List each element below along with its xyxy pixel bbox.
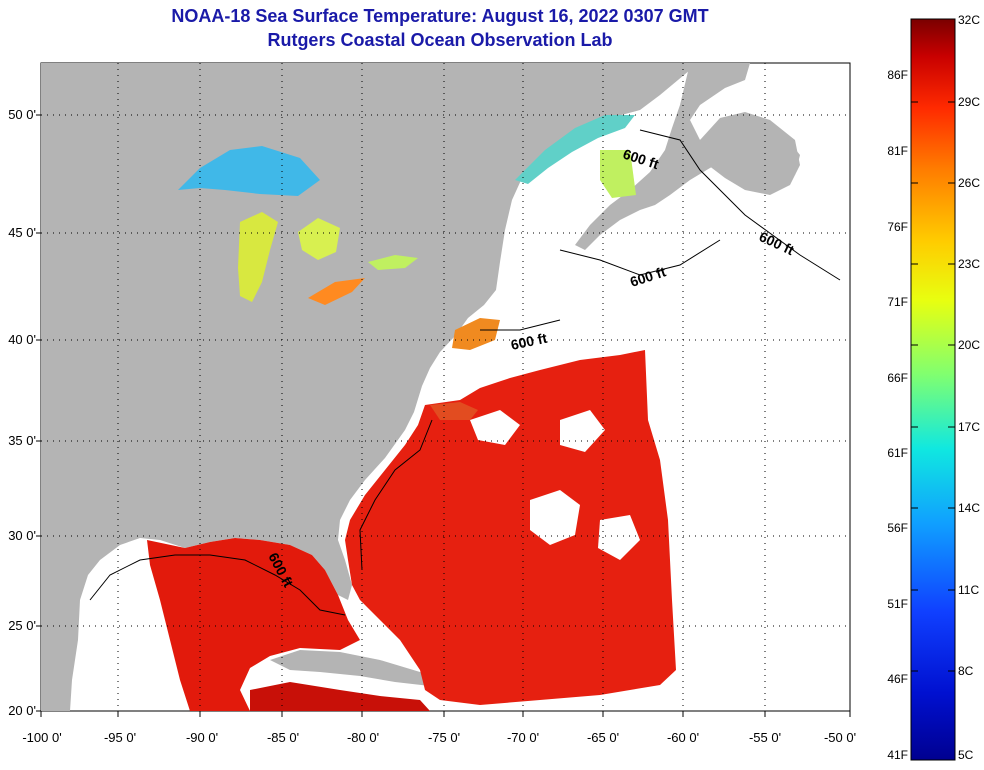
colorbar-c-32: 32C xyxy=(958,13,981,27)
colorbar-f-56: 56F xyxy=(887,521,908,535)
gulf-st-lawrence xyxy=(600,150,636,198)
x-label-70: -70 0' xyxy=(506,730,540,745)
x-label-65: -65 0' xyxy=(586,730,620,745)
colorbar-f-71: 71F xyxy=(887,295,908,309)
x-label-85: -85 0' xyxy=(266,730,300,745)
x-label-90: -90 0' xyxy=(185,730,219,745)
x-label-55: -55 0' xyxy=(748,730,782,745)
sst-gulf xyxy=(147,538,360,711)
y-label-20: 20 0' xyxy=(8,703,36,718)
colorbar-c-23: 23C xyxy=(958,257,981,271)
colorbar-f-66: 66F xyxy=(887,371,908,385)
colorbar-c-17: 17C xyxy=(958,420,981,434)
x-label-100: -100 0' xyxy=(22,730,62,745)
colorbar-c-29: 29C xyxy=(958,95,981,109)
colorbar-c-20: 20C xyxy=(958,338,981,352)
y-label-30: 30 0' xyxy=(8,528,36,543)
lake-ontario xyxy=(368,255,418,270)
y-label-35: 35 0' xyxy=(8,433,36,448)
lake-huron xyxy=(298,218,340,260)
x-label-80: -80 0' xyxy=(346,730,380,745)
x-label-95: -95 0' xyxy=(103,730,137,745)
cloud-patch-1 xyxy=(530,490,580,545)
land-cuba xyxy=(270,650,450,686)
cloud-patch-3 xyxy=(470,410,520,445)
land-maritimes xyxy=(575,63,800,250)
land-newfoundland xyxy=(700,112,800,195)
x-label-75: -75 0' xyxy=(427,730,461,745)
y-label-40: 40 0' xyxy=(8,332,36,347)
contour-600ft xyxy=(89,129,841,616)
colorbar-ticks xyxy=(911,101,955,672)
x-label-60: -60 0' xyxy=(666,730,700,745)
colorbar-c-5: 5C xyxy=(958,748,974,762)
sst-shelf-mid xyxy=(430,402,478,420)
sst-caribbean xyxy=(250,682,430,711)
colorbar-c-14: 14C xyxy=(958,501,981,515)
lake-michigan xyxy=(238,212,278,302)
y-label-45: 45 0' xyxy=(8,225,36,240)
y-label-25: 25 0' xyxy=(8,618,36,633)
st-lawrence xyxy=(515,115,635,184)
lake-erie xyxy=(308,278,365,305)
grid-lines xyxy=(41,63,850,711)
cloud-patch-2 xyxy=(598,515,640,560)
colorbar-f-61: 61F xyxy=(887,446,908,460)
colorbar-f-76: 76F xyxy=(887,220,908,234)
colorbar-f-46: 46F xyxy=(887,672,908,686)
lake-superior xyxy=(178,146,320,196)
y-label-50: 50 0' xyxy=(8,107,36,122)
map-title: NOAA-18 Sea Surface Temperature: August … xyxy=(171,6,709,26)
colorbar-f-86: 86F xyxy=(887,68,908,82)
sst-shelf-north xyxy=(452,318,500,350)
land-north-america xyxy=(41,63,690,711)
colorbar-c-8: 8C xyxy=(958,664,974,678)
colorbar-f-41: 41F xyxy=(887,748,908,762)
colorbar xyxy=(910,18,956,761)
map-subtitle: Rutgers Coastal Ocean Observation Lab xyxy=(267,30,613,50)
x-label-50: -50 0' xyxy=(823,730,857,745)
colorbar-c-26: 26C xyxy=(958,176,981,190)
colorbar-c-11: 11C xyxy=(958,583,980,597)
contour-label-4: 600 ft xyxy=(509,330,548,353)
colorbar-f-81: 81F xyxy=(887,144,908,158)
axis-ticks xyxy=(36,114,851,717)
colorbar-f-51: 51F xyxy=(887,597,908,611)
